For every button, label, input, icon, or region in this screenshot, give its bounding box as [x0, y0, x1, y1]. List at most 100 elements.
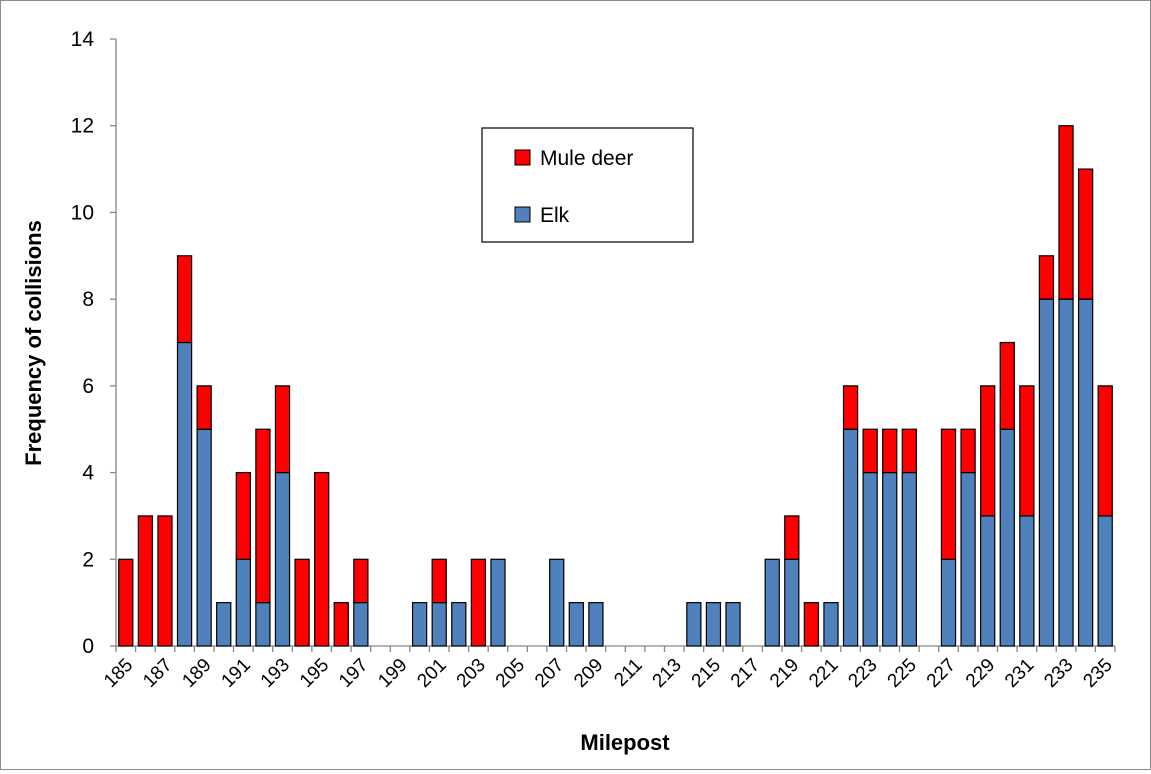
bar-mule-deer-189 [196, 385, 212, 430]
legend-label-elk: Elk [540, 204, 570, 227]
bar-elk-201 [431, 602, 447, 647]
bar-elk-188 [176, 341, 193, 647]
x-tick-label: 187 [139, 655, 176, 692]
x-tick-label: 193 [257, 655, 294, 692]
x-tick-label: 197 [335, 655, 372, 692]
bar-mule-deer-230 [999, 341, 1015, 430]
y-axis: 0 2 4 6 8 10 12 14 [71, 28, 117, 658]
legend-label-mule-deer: Mule deer [540, 147, 633, 170]
x-tick-label: 207 [531, 655, 568, 692]
bar-mule-deer-233 [1058, 125, 1074, 300]
bar-mule-deer-187 [157, 515, 173, 647]
bar-mule-deer-220 [803, 602, 820, 647]
bar-mule-deer-188 [176, 255, 193, 344]
bar-elk-234 [1077, 298, 1094, 647]
y-axis-title: Frequency of collisions [21, 220, 46, 466]
x-tick-label: 219 [766, 655, 803, 692]
x-tick-label: 199 [374, 655, 411, 692]
bar-elk-231 [1019, 515, 1035, 647]
x-tick-label: 227 [923, 655, 960, 692]
bar-elk-204 [490, 558, 506, 647]
legend-swatch-elk [514, 206, 531, 223]
x-tick-label: 211 [610, 655, 646, 691]
bar-elk-207 [549, 558, 565, 647]
y-tick-label: 0 [82, 635, 94, 658]
bar-elk-208 [568, 602, 584, 647]
bar-elk-202 [451, 602, 467, 647]
x-tick-label: 223 [844, 655, 881, 692]
bar-mule-deer-195 [314, 471, 330, 647]
bar-mule-deer-196 [333, 602, 349, 647]
x-tick-label: 225 [884, 655, 921, 692]
bar-mule-deer-231 [1019, 385, 1035, 517]
bar-mule-deer-191 [235, 471, 251, 560]
bar-elk-191 [235, 558, 251, 647]
bar-elk-219 [784, 558, 800, 647]
x-tick-label: 201 [413, 655, 450, 692]
x-tick-label: 221 [805, 655, 842, 692]
legend-swatch-mule-deer [514, 149, 531, 166]
y-tick-label: 6 [82, 375, 94, 398]
bar-elk-197 [353, 602, 369, 647]
bar-elk-228 [960, 471, 976, 647]
bar-elk-209 [588, 602, 604, 647]
bar-elk-229 [980, 515, 996, 647]
x-tick-label: 233 [1040, 655, 1077, 692]
legend-box [481, 127, 694, 243]
bar-elk-230 [999, 428, 1015, 647]
bar-elk-215 [705, 602, 722, 647]
bar-elk-225 [901, 471, 917, 647]
bars [118, 125, 1113, 647]
x-tick-label: 205 [492, 655, 529, 692]
x-tick-label: 215 [688, 655, 725, 692]
bar-elk-232 [1038, 298, 1055, 647]
bar-elk-233 [1058, 298, 1074, 647]
bar-elk-218 [764, 558, 780, 647]
bar-elk-221 [823, 602, 839, 647]
x-tick-label: 203 [453, 655, 490, 692]
y-tick-label: 2 [82, 548, 94, 571]
bar-mule-deer-192 [255, 428, 271, 604]
bar-elk-192 [255, 602, 271, 647]
x-tick-label: 195 [296, 655, 333, 692]
bar-mule-deer-203 [470, 558, 487, 647]
bar-mule-deer-223 [862, 428, 878, 474]
x-tick-label: 185 [100, 655, 137, 692]
bar-elk-190 [216, 602, 232, 647]
bar-elk-193 [274, 471, 291, 647]
bar-mule-deer-219 [784, 515, 800, 560]
bar-mule-deer-193 [274, 385, 291, 474]
bar-mule-deer-229 [980, 385, 996, 517]
x-tick-label: 231 [1001, 655, 1038, 692]
bar-elk-227 [940, 558, 957, 647]
bar-mule-deer-186 [137, 515, 154, 647]
bar-mule-deer-194 [294, 558, 310, 647]
bar-mule-deer-197 [353, 558, 369, 604]
x-tick-label: 209 [570, 655, 607, 692]
bar-mule-deer-235 [1097, 385, 1113, 517]
bar-mule-deer-185 [118, 558, 134, 647]
bar-mule-deer-224 [882, 428, 898, 474]
bar-elk-223 [862, 471, 878, 647]
bar-mule-deer-228 [960, 428, 976, 474]
bar-elk-214 [686, 602, 702, 647]
x-axis-title: Milepost [580, 730, 670, 755]
x-tick-label: 217 [727, 655, 764, 692]
x-tick-label: 213 [649, 655, 686, 692]
bar-mule-deer-232 [1038, 255, 1055, 300]
bar-elk-235 [1097, 515, 1113, 647]
bar-mule-deer-225 [901, 428, 917, 474]
y-tick-label: 14 [71, 28, 95, 51]
y-tick-label: 8 [82, 288, 94, 311]
bar-elk-224 [882, 471, 898, 647]
bar-mule-deer-234 [1077, 168, 1094, 300]
legend: Mule deer Elk [481, 127, 694, 243]
bar-elk-222 [842, 428, 859, 647]
bar-elk-216 [725, 602, 741, 647]
bar-mule-deer-227 [940, 428, 957, 560]
bar-elk-189 [196, 428, 212, 647]
bar-mule-deer-201 [431, 558, 447, 604]
x-tick-label: 229 [962, 655, 999, 692]
x-tick-label: 235 [1079, 655, 1116, 692]
